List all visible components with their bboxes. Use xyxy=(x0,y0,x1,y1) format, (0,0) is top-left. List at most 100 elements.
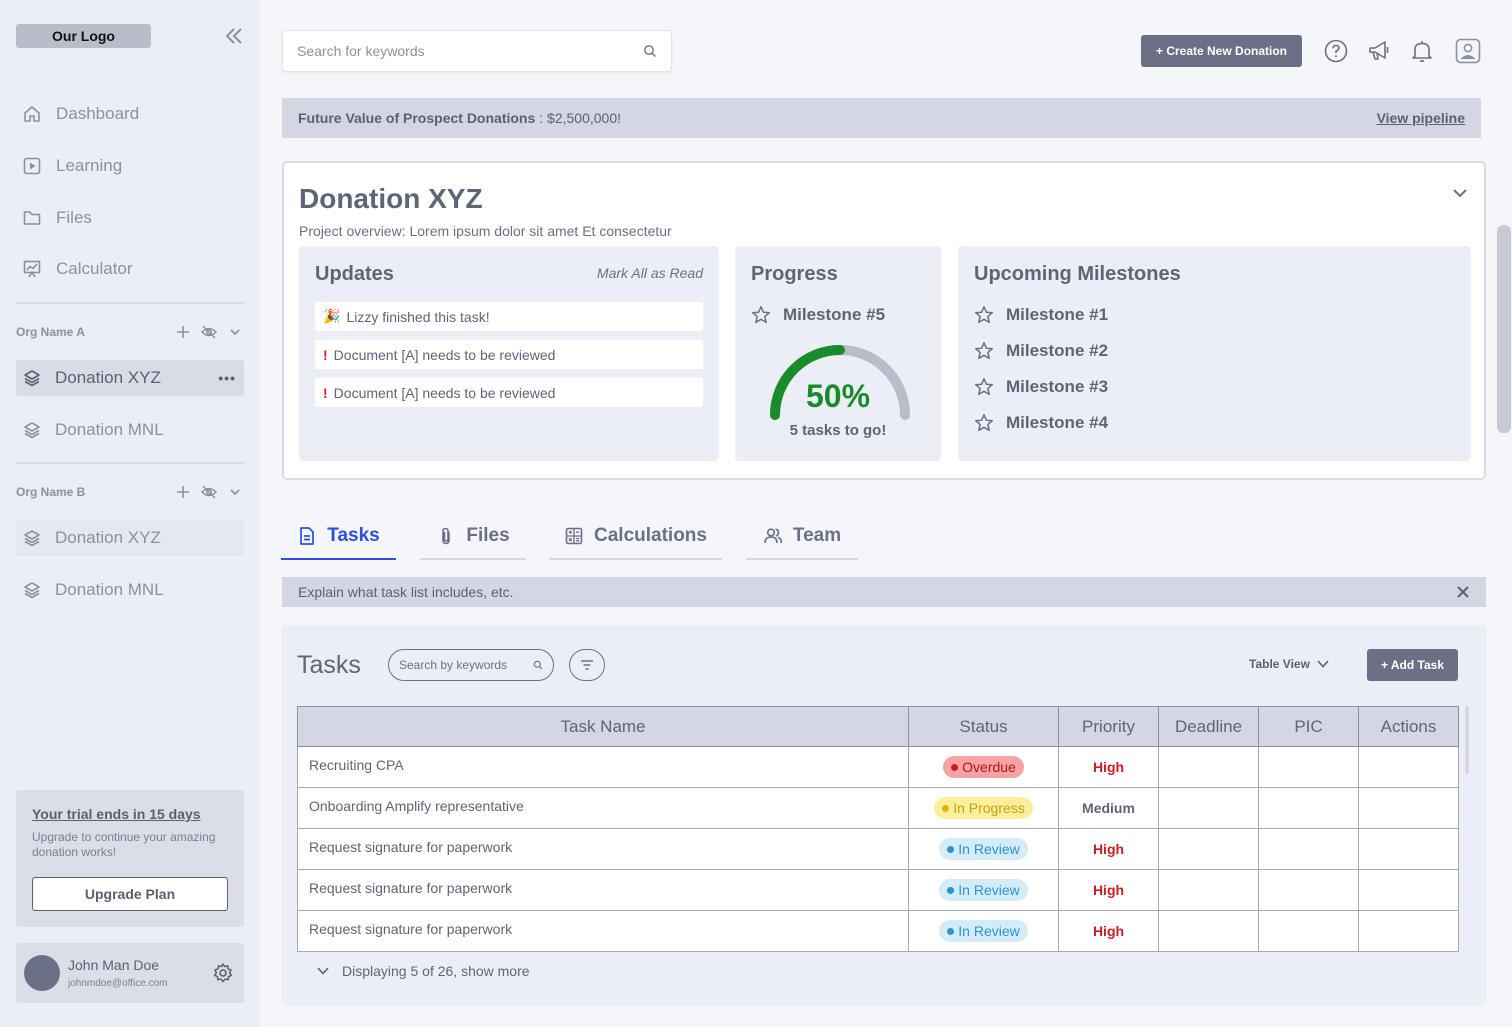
sidebar-item-donation-mnl[interactable]: Donation MNL xyxy=(16,412,244,448)
search-icon[interactable] xyxy=(643,44,657,58)
help-icon[interactable] xyxy=(1323,38,1349,64)
page-scrollbar[interactable] xyxy=(1497,225,1511,433)
status-badge[interactable]: In Progress xyxy=(934,797,1033,819)
create-donation-button[interactable]: + Create New Donation xyxy=(1141,35,1302,67)
layers-icon xyxy=(24,582,40,599)
status-text: Overdue xyxy=(962,759,1016,775)
update-text: Document [A] needs to be reviewed xyxy=(333,384,556,401)
search-input[interactable]: Search for keywords xyxy=(282,30,672,72)
nav-files[interactable]: Files xyxy=(16,200,244,236)
tasks-title: Tasks xyxy=(297,651,361,679)
folder-icon xyxy=(23,211,41,225)
task-deadline xyxy=(1158,828,1259,870)
upgrade-plan-button[interactable]: Upgrade Plan xyxy=(32,877,228,911)
milestone-item[interactable]: Milestone #1 xyxy=(974,305,1108,325)
project-overview: Project overview: Lorem ipsum dolor sit … xyxy=(299,223,672,239)
milestone-item[interactable]: Milestone #4 xyxy=(974,413,1108,433)
nav-learning[interactable]: Learning xyxy=(16,148,244,184)
status-badge[interactable]: In Review xyxy=(939,838,1028,860)
sidebar-item-donation-mnl-b[interactable]: Donation MNL xyxy=(16,572,244,608)
trial-card: Your trial ends in 15 days Upgrade to co… xyxy=(16,790,244,927)
filter-button[interactable] xyxy=(569,649,605,681)
milestone-item[interactable]: Milestone #2 xyxy=(974,341,1108,361)
milestone-label: Milestone #1 xyxy=(1006,305,1109,324)
status-badge[interactable]: In Review xyxy=(939,920,1028,942)
table-row[interactable]: Onboarding Amplify representative In Pro… xyxy=(297,787,1459,829)
sidebar: Our Logo Dashboard Learning Files Calcul… xyxy=(0,0,260,1027)
sidebar-item-donation-xyz[interactable]: Donation XYZ ••• xyxy=(16,360,244,396)
tasks-table: Task Name Status Priority Deadline PIC A… xyxy=(297,706,1459,952)
milestone-label: Milestone #5 xyxy=(783,305,886,324)
show-more-link[interactable]: Displaying 5 of 26, show more xyxy=(316,963,530,979)
donation-label: Donation MNL xyxy=(55,420,164,439)
task-name[interactable]: Request signature for paperwork xyxy=(297,910,909,952)
update-item[interactable]: ! Document [A] needs to be reviewed xyxy=(315,378,703,407)
nav-dashboard[interactable]: Dashboard xyxy=(16,96,244,132)
tab-team[interactable]: Team xyxy=(746,514,858,560)
column-header-deadline[interactable]: Deadline xyxy=(1158,706,1259,747)
chevron-down-icon[interactable] xyxy=(226,483,244,501)
task-deadline xyxy=(1158,746,1259,788)
donation-label: Donation XYZ xyxy=(55,368,161,387)
task-name[interactable]: Request signature for paperwork xyxy=(297,869,909,911)
task-name[interactable]: Recruiting CPA xyxy=(297,746,909,788)
task-search-input[interactable]: Search by keywords xyxy=(388,649,554,681)
divider xyxy=(16,302,244,304)
task-name[interactable]: Onboarding Amplify representative xyxy=(297,787,909,829)
chevron-down-icon[interactable] xyxy=(1450,183,1470,203)
trial-title[interactable]: Your trial ends in 15 days xyxy=(32,806,201,822)
nav-calculator[interactable]: Calculator xyxy=(16,251,244,287)
eye-off-icon[interactable] xyxy=(200,323,218,341)
nav-files-label: Files xyxy=(56,208,92,227)
task-priority: Medium xyxy=(1058,787,1159,829)
table-row[interactable]: Request signature for paperwork In Revie… xyxy=(297,828,1459,870)
mark-all-read-button[interactable]: Mark All as Read xyxy=(596,265,703,281)
task-pic xyxy=(1258,787,1359,829)
column-header-status[interactable]: Status xyxy=(908,706,1059,747)
view-pipeline-link[interactable]: View pipeline xyxy=(1376,110,1465,126)
tab-calculations[interactable]: Calculations xyxy=(549,514,722,560)
tab-files[interactable]: Files xyxy=(420,514,526,560)
table-row[interactable]: Recruiting CPA Overdue High xyxy=(297,746,1459,788)
search-icon[interactable] xyxy=(533,660,543,670)
star-icon xyxy=(751,306,771,324)
collapse-sidebar-icon[interactable] xyxy=(222,25,246,47)
column-header-priority[interactable]: Priority xyxy=(1058,706,1159,747)
current-milestone: Milestone #5 xyxy=(751,305,885,325)
table-row[interactable]: Request signature for paperwork In Revie… xyxy=(297,869,1459,911)
add-task-button[interactable]: + Add Task xyxy=(1367,649,1458,681)
updates-panel: Updates Mark All as Read 🎉 Lizzy finishe… xyxy=(299,246,719,461)
chevron-down-icon[interactable] xyxy=(226,323,244,341)
column-header-task-name[interactable]: Task Name xyxy=(297,706,909,747)
status-badge[interactable]: In Review xyxy=(939,879,1028,901)
close-icon[interactable] xyxy=(1456,585,1470,599)
plus-icon[interactable] xyxy=(174,323,192,341)
milestone-item[interactable]: Milestone #3 xyxy=(974,377,1108,397)
column-header-pic[interactable]: PIC xyxy=(1258,706,1359,747)
user-icon[interactable] xyxy=(1455,38,1481,64)
status-badge[interactable]: Overdue xyxy=(943,756,1024,778)
column-header-actions[interactable]: Actions xyxy=(1358,706,1459,747)
progress-panel: Progress Milestone #5 50% 5 tasks to go! xyxy=(735,246,941,461)
tab-label: Tasks xyxy=(327,525,380,546)
eye-off-icon[interactable] xyxy=(200,483,218,501)
table-row[interactable]: Request signature for paperwork In Revie… xyxy=(297,910,1459,952)
task-name[interactable]: Request signature for paperwork xyxy=(297,828,909,870)
gear-icon[interactable] xyxy=(212,962,234,984)
more-options-icon[interactable]: ••• xyxy=(218,370,236,386)
megaphone-icon[interactable] xyxy=(1366,38,1392,64)
updates-title: Updates xyxy=(315,263,394,285)
status-text: In Review xyxy=(958,923,1020,939)
table-scrollbar[interactable] xyxy=(1465,706,1469,774)
tab-tasks[interactable]: Tasks xyxy=(281,514,396,560)
plus-icon[interactable] xyxy=(174,483,192,501)
avatar[interactable] xyxy=(24,955,60,991)
table-view-label: Table View xyxy=(1249,657,1310,671)
update-item[interactable]: 🎉 Lizzy finished this task! xyxy=(315,302,703,331)
update-item[interactable]: ! Document [A] needs to be reviewed xyxy=(315,340,703,369)
sidebar-item-donation-xyz-b[interactable]: Donation XYZ xyxy=(16,520,244,556)
table-view-dropdown[interactable]: Table View xyxy=(1249,657,1330,671)
bell-icon[interactable] xyxy=(1409,38,1435,64)
task-status-cell: Overdue xyxy=(908,746,1059,788)
trial-body: Upgrade to continue your amazing donatio… xyxy=(32,830,216,859)
